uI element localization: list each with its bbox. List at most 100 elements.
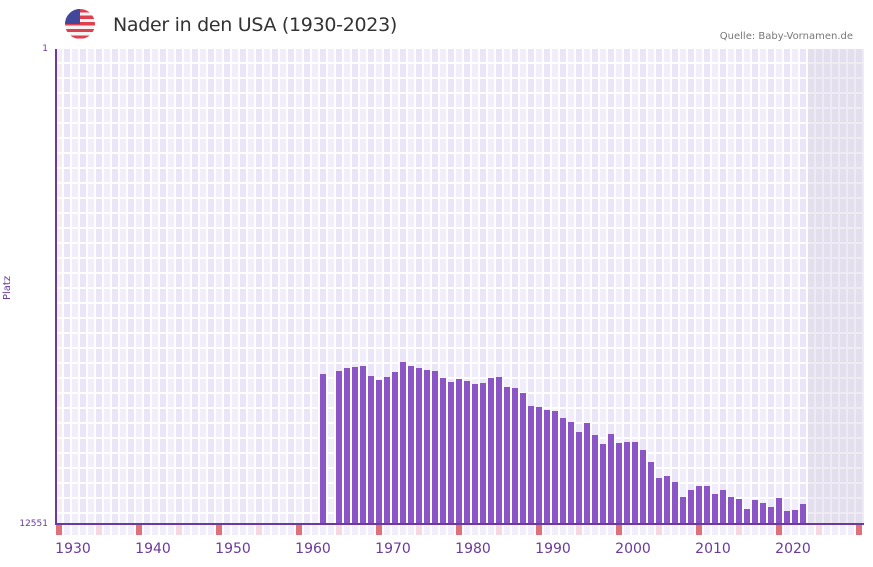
year-marker: [448, 525, 456, 535]
bar-1984[interactable]: [504, 386, 510, 524]
bar-1966[interactable]: [360, 365, 366, 524]
bar-2000[interactable]: [632, 441, 638, 524]
bar-1968[interactable]: [376, 379, 382, 524]
grid-column: [592, 49, 600, 524]
bar-2006[interactable]: [680, 496, 686, 524]
bar-2007[interactable]: [688, 489, 694, 524]
bar-1974[interactable]: [424, 369, 430, 524]
bar-2011[interactable]: [720, 489, 726, 524]
bar-2019[interactable]: [784, 510, 790, 524]
bar-1994[interactable]: [584, 422, 590, 524]
bar-1996[interactable]: [600, 443, 606, 524]
bar-2004[interactable]: [664, 475, 670, 524]
grid-column: [848, 49, 856, 524]
bar-1969[interactable]: [384, 376, 390, 524]
bar-1978[interactable]: [456, 378, 462, 524]
year-marker: [424, 525, 432, 535]
bar-2015[interactable]: [752, 499, 758, 524]
bar-1961[interactable]: [320, 373, 326, 524]
grid-column: [344, 49, 352, 524]
bar-1975[interactable]: [432, 370, 438, 524]
bar-1983[interactable]: [496, 376, 502, 524]
grid-column: [488, 49, 496, 524]
bar-1989[interactable]: [544, 409, 550, 524]
grid-column: [280, 49, 288, 524]
bar-2003[interactable]: [656, 477, 662, 524]
bar-1999[interactable]: [624, 441, 630, 524]
bar-2012[interactable]: [728, 496, 734, 524]
bar-2021[interactable]: [800, 503, 806, 524]
grid-column: [600, 49, 608, 524]
bar-1972[interactable]: [408, 365, 414, 524]
year-marker: [488, 525, 496, 535]
grid-column: [472, 49, 480, 524]
year-marker: [712, 525, 720, 535]
grid-column: [264, 49, 272, 524]
grid-column: [512, 49, 520, 524]
year-marker: [296, 525, 304, 535]
year-marker: [408, 525, 416, 535]
bar-1963[interactable]: [336, 370, 342, 524]
bar-1993[interactable]: [576, 431, 582, 524]
bar-2002[interactable]: [648, 461, 654, 524]
year-marker: [104, 525, 112, 535]
grid-column: [400, 49, 408, 524]
year-marker: [696, 525, 704, 535]
bar-1980[interactable]: [472, 383, 478, 524]
bar-1995[interactable]: [592, 434, 598, 524]
grid-column: [640, 49, 648, 524]
bar-2001[interactable]: [640, 449, 646, 524]
grid-column: [224, 49, 232, 524]
year-marker: [120, 525, 128, 535]
bar-1971[interactable]: [400, 361, 406, 524]
bar-1981[interactable]: [480, 382, 486, 524]
bar-2018[interactable]: [776, 497, 782, 524]
year-marker: [224, 525, 232, 535]
bar-2010[interactable]: [712, 493, 718, 524]
year-marker: [768, 525, 776, 535]
bar-2016[interactable]: [760, 502, 766, 524]
bar-1979[interactable]: [464, 380, 470, 524]
year-marker: [112, 525, 120, 535]
chart-title: Nader in den USA (1930-2023): [113, 14, 397, 36]
bar-1964[interactable]: [344, 367, 350, 524]
bar-2009[interactable]: [704, 485, 710, 524]
bar-2017[interactable]: [768, 506, 774, 524]
bar-1970[interactable]: [392, 371, 398, 524]
bar-1992[interactable]: [568, 421, 574, 524]
grid-column: [384, 49, 392, 524]
year-marker: [248, 525, 256, 535]
bar-1982[interactable]: [488, 377, 494, 524]
year-marker: [80, 525, 88, 535]
bar-1973[interactable]: [416, 367, 422, 524]
year-marker: [624, 525, 632, 535]
bar-2020[interactable]: [792, 509, 798, 524]
year-marker: [552, 525, 560, 535]
year-marker: [496, 525, 504, 535]
grid-column: [136, 49, 144, 524]
year-marker: [528, 525, 536, 535]
bar-2005[interactable]: [672, 481, 678, 524]
bar-1998[interactable]: [616, 442, 622, 524]
year-marker: [192, 525, 200, 535]
bar-1965[interactable]: [352, 366, 358, 524]
grid-column: [440, 49, 448, 524]
grid-column: [832, 49, 840, 524]
bar-1986[interactable]: [520, 392, 526, 524]
bar-1977[interactable]: [448, 381, 454, 524]
bar-1991[interactable]: [560, 417, 566, 524]
bar-1990[interactable]: [552, 410, 558, 524]
bar-2013[interactable]: [736, 498, 742, 524]
bar-2008[interactable]: [696, 485, 702, 524]
bar-1987[interactable]: [528, 405, 534, 524]
bar-1976[interactable]: [440, 377, 446, 524]
grid-column: [808, 49, 816, 524]
us-flag-icon: [65, 9, 95, 39]
bar-1997[interactable]: [608, 433, 614, 524]
grid-column: [120, 49, 128, 524]
bar-1967[interactable]: [368, 375, 374, 524]
year-marker: [584, 525, 592, 535]
bar-1988[interactable]: [536, 406, 542, 524]
bar-2014[interactable]: [744, 508, 750, 524]
bar-1985[interactable]: [512, 387, 518, 524]
